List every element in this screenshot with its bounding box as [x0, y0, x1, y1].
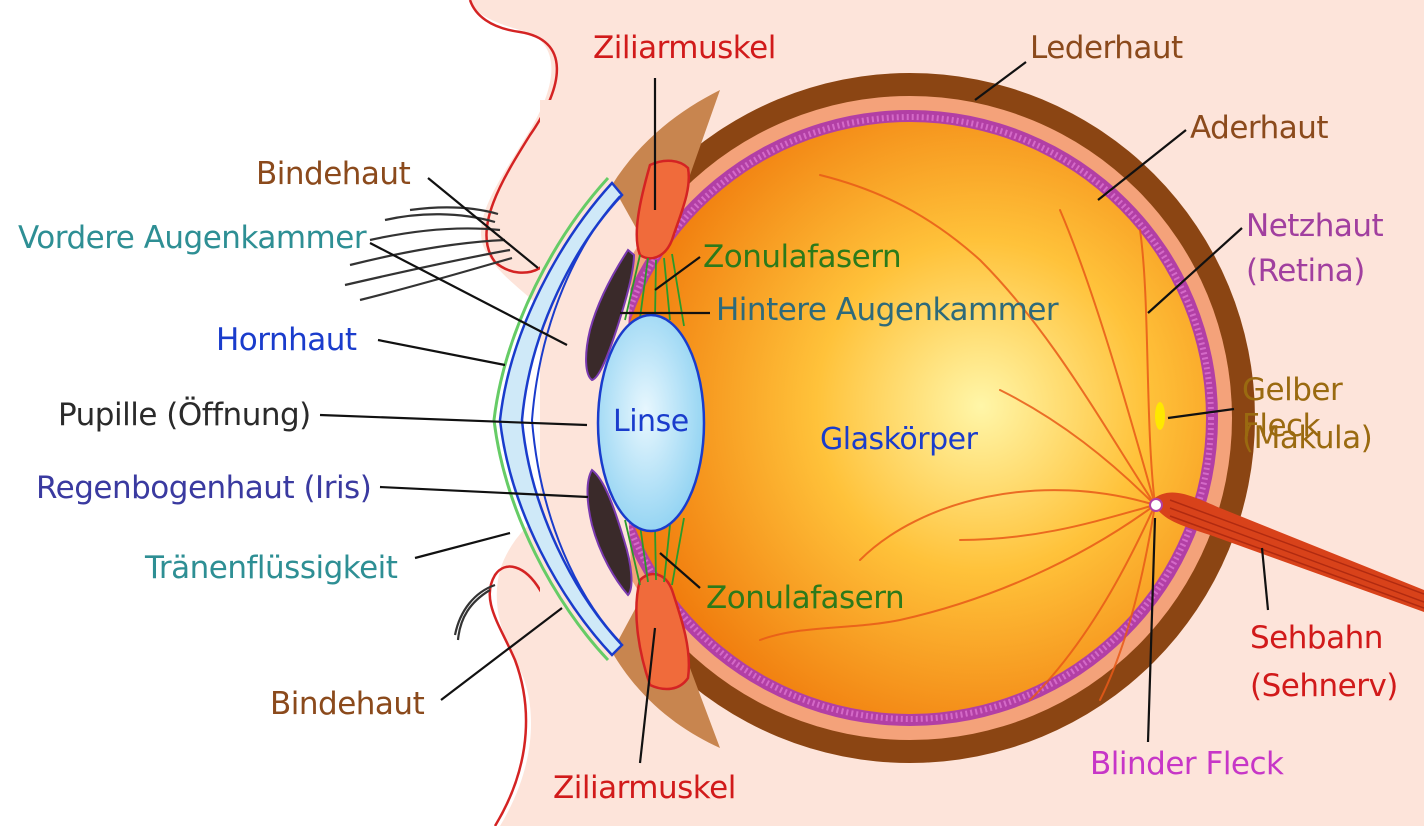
lens: [596, 313, 706, 533]
label-hintere-augenkammer: Hintere Augenkammer: [716, 292, 1059, 328]
lower-eyelashes: [453, 583, 496, 641]
label-gelber-fleck-makula: (Makula): [1242, 420, 1373, 456]
label-linse: Linse: [613, 404, 689, 439]
label-vordere-augenkammer: Vordere Augenkammer: [18, 220, 367, 256]
iris-lower: [586, 468, 633, 597]
upper-eyelashes: [344, 206, 513, 302]
zonula-fibers: [624, 253, 685, 586]
label-netzhaut-retina: (Retina): [1246, 253, 1365, 289]
blind-spot: [1149, 498, 1163, 512]
macula: [1155, 402, 1165, 430]
label-sehbahn: Sehbahn: [1250, 620, 1383, 656]
retinal-vessels: [759, 174, 1156, 701]
label-ziliarmuskel-bottom: Ziliarmuskel: [553, 770, 736, 806]
label-blinder-fleck: Blinder Fleck: [1090, 746, 1284, 782]
label-glaskoerper: Glaskörper: [820, 422, 978, 457]
label-ziliarmuskel-top: Ziliarmuskel: [593, 30, 776, 66]
label-sehbahn-sehnerv: (Sehnerv): [1250, 668, 1398, 704]
label-bindehaut-bottom: Bindehaut: [270, 686, 425, 722]
label-netzhaut: Netzhaut: [1246, 208, 1384, 244]
tear-film: [492, 176, 610, 662]
label-gelber-fleck: Gelber Fleck: [1242, 372, 1343, 444]
ciliary-muscle-lower: [635, 572, 691, 691]
label-traenenfluessigkeit: Tränenflüssigkeit: [145, 550, 398, 586]
vitreous-body: [614, 122, 1206, 714]
label-bindehaut-top: Bindehaut: [256, 156, 411, 192]
label-pupille: Pupille (Öffnung): [58, 397, 311, 433]
leader-lines: [319, 61, 1270, 764]
label-zonulafasern-top: Zonulafasern: [703, 239, 902, 275]
label-hornhaut: Hornhaut: [216, 322, 357, 358]
iris-upper: [585, 248, 636, 382]
label-regenbogenhaut: Regenbogenhaut (Iris): [36, 470, 372, 506]
ciliary-muscle-upper: [635, 159, 691, 260]
optic-nerve-fibers: [1169, 499, 1424, 609]
label-lederhaut: Lederhaut: [1030, 30, 1183, 66]
label-aderhaut: Aderhaut: [1190, 110, 1329, 146]
cornea-inner-line: [530, 195, 621, 643]
label-zonulafasern-bottom: Zonulafasern: [706, 580, 905, 616]
